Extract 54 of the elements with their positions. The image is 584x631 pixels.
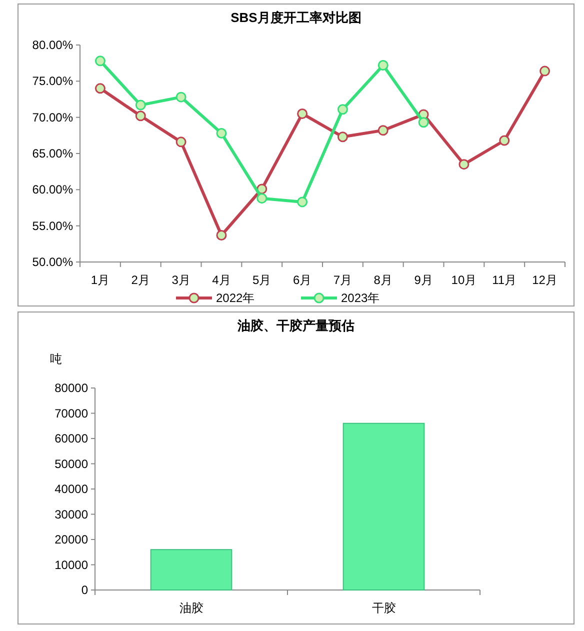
point (499, 135, 510, 146)
point (94, 83, 106, 94)
legend-label: 2023年 (341, 291, 380, 305)
x-tick-label: 10月 (451, 273, 477, 287)
x-tick-label: 4月 (212, 273, 231, 287)
point (216, 128, 227, 138)
point (458, 159, 470, 170)
y-tick-label: 80000 (54, 381, 88, 395)
point (378, 125, 388, 136)
x-tick-label: 8月 (374, 273, 392, 287)
y-tick-label: 60.00% (32, 182, 74, 197)
y-tick-label: 70.00% (32, 110, 74, 124)
y-tick-label: 20000 (54, 532, 88, 546)
point (540, 66, 550, 76)
point (135, 100, 146, 110)
x-tick-label: 1月 (90, 273, 110, 287)
point (176, 92, 186, 102)
chart-title: 油胶、干胶产量预估 (236, 318, 354, 333)
point (337, 132, 348, 142)
point (378, 60, 388, 71)
y-tick-label: 75.00% (32, 74, 74, 88)
x-tick-label: 干胶 (372, 601, 396, 615)
y-tick-label: 10000 (54, 558, 88, 572)
y-tick-label: 0 (81, 583, 88, 597)
point (297, 196, 308, 208)
point (297, 108, 308, 119)
x-tick-label: 5月 (252, 273, 272, 287)
x-tick-label: 2月 (131, 273, 150, 287)
y-tick-label: 70000 (54, 406, 88, 420)
point (94, 56, 106, 66)
x-tick-label: 6月 (292, 273, 312, 287)
y-tick-label: 65.00% (32, 146, 74, 160)
y-tick-label: 80.00% (32, 38, 74, 52)
y-tick-label: 50.00% (32, 255, 74, 269)
y-tick-label: 40000 (54, 482, 88, 496)
x-tick-label: 7月 (333, 273, 352, 287)
y-tick-label: 60000 (54, 432, 88, 446)
point (418, 117, 429, 128)
x-tick-label: 12月 (532, 273, 558, 287)
x-tick-label: 11月 (492, 273, 517, 287)
point (337, 104, 348, 115)
y-tick-label: 30000 (54, 507, 88, 522)
chart-title: SBS月度开工率对比图 (230, 10, 362, 25)
point (176, 136, 186, 148)
y-tick-label: 55.00% (32, 218, 74, 233)
x-tick-label: 油胶 (179, 601, 204, 615)
point (216, 230, 227, 240)
y-axis-title: 吨 (50, 352, 62, 366)
point (256, 193, 268, 204)
legend-label: 2022年 (216, 291, 255, 305)
y-tick-label: 50000 (54, 456, 88, 471)
x-tick-label: 9月 (414, 273, 433, 287)
point (135, 110, 146, 122)
x-tick-label: 3月 (172, 273, 190, 287)
